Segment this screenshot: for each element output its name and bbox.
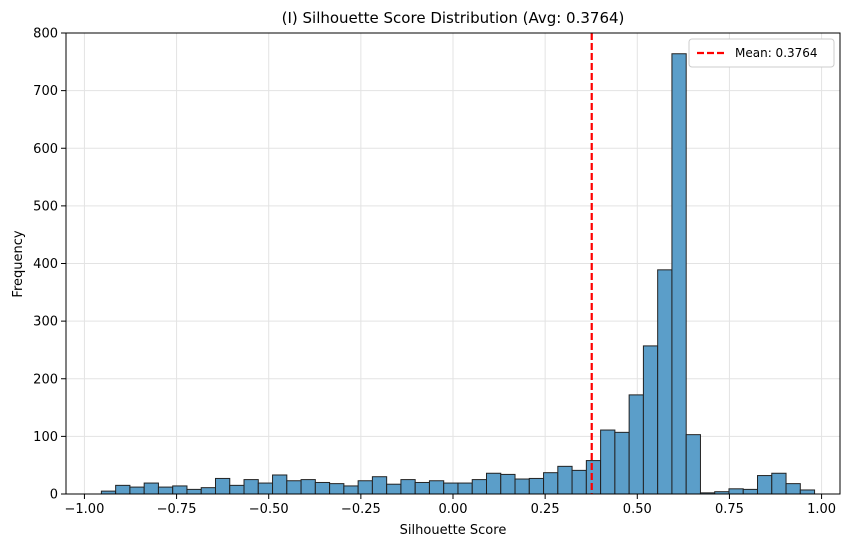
- histogram-bar: [486, 472, 502, 495]
- y-tick-label: 200: [33, 372, 58, 387]
- histogram-bar: [457, 482, 473, 495]
- y-axis-label: Frequency: [11, 230, 26, 297]
- histogram-bar: [671, 53, 687, 495]
- histogram-bar: [799, 489, 816, 495]
- histogram-bar: [371, 476, 388, 495]
- histogram-bar: [500, 473, 516, 495]
- x-axis-label: Silhouette Score: [400, 523, 507, 538]
- histogram-bar: [685, 434, 701, 495]
- histogram-bar: [614, 431, 630, 495]
- y-tick-label: 700: [33, 84, 58, 99]
- histogram-bar: [757, 475, 773, 495]
- histogram-bar: [329, 483, 345, 495]
- histogram-bar: [642, 345, 659, 495]
- histogram-bar: [172, 485, 188, 495]
- histogram-bar: [386, 483, 402, 495]
- histogram-bar: [600, 429, 616, 495]
- histogram-bar: [200, 487, 216, 495]
- y-tick-label: 800: [33, 27, 58, 42]
- x-tick-label: −0.25: [341, 502, 381, 517]
- histogram-bar: [400, 479, 416, 495]
- histogram-bar: [443, 482, 459, 495]
- x-tick-label: 1.00: [807, 502, 836, 517]
- legend-box: [688, 38, 835, 68]
- legend: Mean: 0.3764: [688, 38, 835, 68]
- histogram-bar: [357, 480, 373, 495]
- histogram-bar: [129, 486, 145, 495]
- histogram-bar: [214, 477, 231, 495]
- histogram-bar: [115, 484, 131, 495]
- y-tick-label: 500: [33, 199, 58, 214]
- x-tick-label: 0.50: [623, 502, 652, 517]
- histogram-bar: [243, 479, 259, 495]
- x-tick-label: −1.00: [65, 502, 105, 517]
- histogram-bar: [286, 480, 302, 495]
- histogram-bar: [528, 477, 545, 495]
- histogram-bar: [229, 484, 245, 495]
- x-tick-label: −0.75: [157, 502, 197, 517]
- histogram-bar: [471, 479, 488, 495]
- histogram-bar: [742, 488, 759, 495]
- y-axis-ticks: 0 100 200 300 400 500 600 700 800: [33, 27, 66, 503]
- histogram-bar: [728, 488, 744, 495]
- y-tick-label: 0: [50, 488, 58, 503]
- histogram-bar: [657, 269, 673, 495]
- histogram-bar: [628, 394, 644, 495]
- chart-title: (I) Silhouette Score Distribution (Avg: …: [282, 9, 625, 27]
- histogram-bar: [157, 486, 174, 495]
- y-tick-label: 100: [33, 430, 58, 445]
- histogram-bar: [414, 481, 430, 495]
- histogram-bar: [557, 465, 573, 495]
- y-tick-label: 600: [33, 142, 58, 157]
- histogram-bar: [771, 472, 787, 495]
- histogram-bar: [514, 478, 530, 495]
- x-axis-ticks: −1.00 −0.75 −0.50 −0.25 0.00 0.25 0.50 0.75 1.00: [65, 494, 836, 517]
- histogram-bar: [428, 480, 445, 495]
- y-tick-label: 400: [33, 257, 58, 272]
- histogram-bar: [143, 482, 159, 495]
- y-tick-label: 300: [33, 315, 58, 330]
- histogram-bar: [257, 482, 274, 495]
- histogram-bar: [571, 469, 587, 495]
- histogram-bar: [543, 472, 559, 495]
- histogram-bar: [785, 483, 801, 495]
- histogram-bar: [343, 485, 359, 495]
- x-tick-label: −0.50: [249, 502, 289, 517]
- legend-mean-label: Mean: 0.3764: [735, 46, 818, 60]
- x-tick-label: 0.25: [531, 502, 560, 517]
- histogram-bar: [272, 474, 288, 495]
- histogram-bar: [585, 460, 602, 495]
- x-tick-label: 0.75: [715, 502, 744, 517]
- histogram-bar: [300, 479, 316, 495]
- histogram-bar: [186, 488, 202, 495]
- histogram-bar: [314, 481, 331, 495]
- histogram-bars: [100, 53, 816, 495]
- x-tick-label: 0.00: [439, 502, 468, 517]
